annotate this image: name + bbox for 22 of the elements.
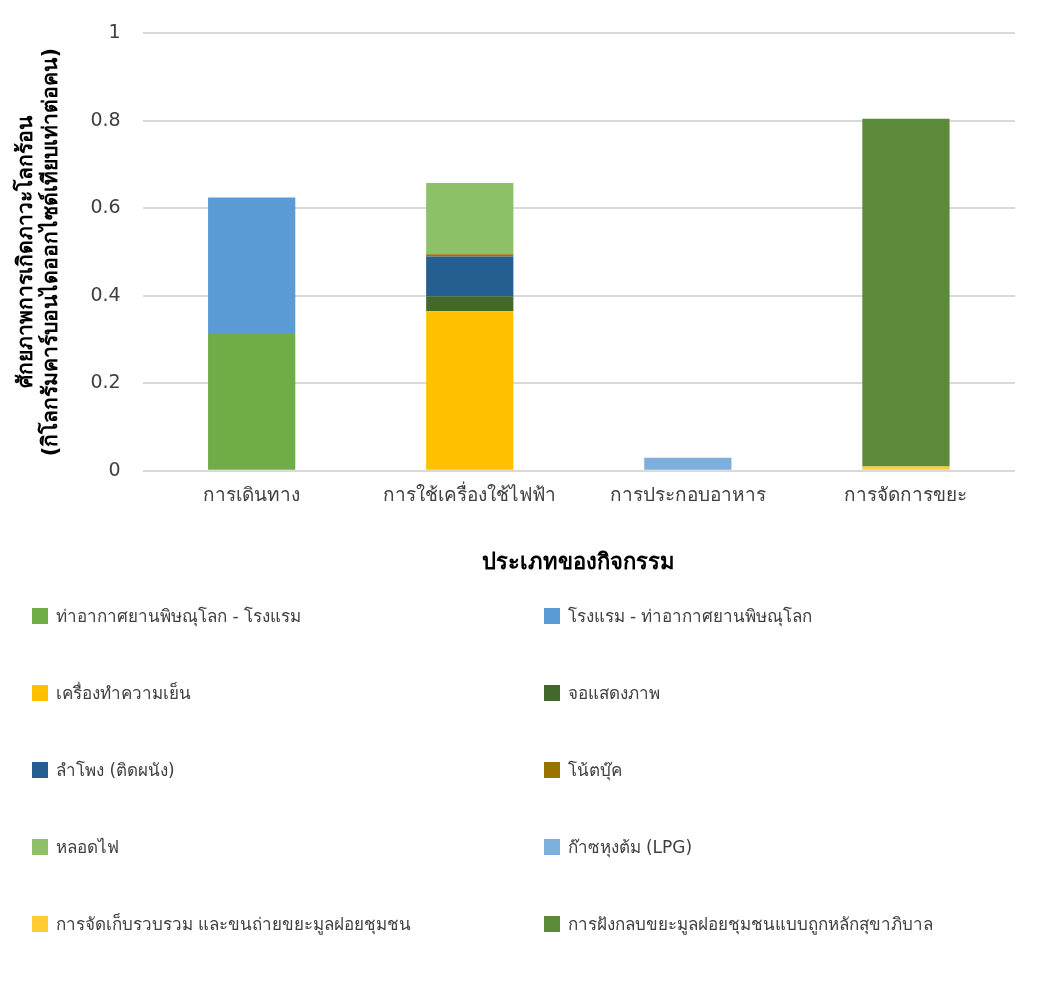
x-axis-title: ประเภทของกิจกรรม <box>482 548 676 574</box>
legend-label: ลำโพง (ติดผนัง) <box>56 759 175 782</box>
y-tick-label: 0.2 <box>90 370 121 393</box>
y-axis-title: ศักยภาพการเกิดภาวะโลกร้อน (กิโลกรัมคาร์บอนไดออกไซด์เทียบเท่าต่อคน) <box>12 48 63 457</box>
y-tick-label: 0 <box>108 457 121 480</box>
y-tick-label: 1 <box>108 20 121 43</box>
legend-label: การฝังกลบขยะมูลฝอยชุมชนแบบถูกหลักสุขาภิบาล <box>567 913 933 937</box>
x-tick-label: การเดินทาง <box>203 483 301 506</box>
x-tick-label: การประกอบอาหาร <box>609 483 766 506</box>
legend-label: ท่าอากาศยานพิษณุโลก - โรงแรม <box>56 605 301 629</box>
legend-label: โน้ตบุ๊ค <box>567 759 622 783</box>
x-tick-label: การใช้เครื่องใช้ไฟฟ้า <box>383 481 557 506</box>
legend-label: ก๊าซหุงต้ม (LPG) <box>567 836 693 860</box>
y-tick-label: 0.8 <box>90 107 121 130</box>
legend-label: จอแสดงภาพ <box>567 682 660 705</box>
legend-label: โรงแรม - ท่าอากาศยานพิษณุโลก <box>567 605 813 629</box>
legend-label: การจัดเก็บรวบรวม และขนถ่ายขยะมูลฝอยชุมชน <box>56 912 412 937</box>
legend-label: หลอดไฟ <box>56 836 119 859</box>
x-tick-label: การจัดการขยะ <box>844 483 968 506</box>
legend-label: เครื่องทำความเย็น <box>56 680 191 705</box>
y-tick-label: 0.6 <box>90 195 121 218</box>
y-tick-label: 0.4 <box>90 282 121 305</box>
